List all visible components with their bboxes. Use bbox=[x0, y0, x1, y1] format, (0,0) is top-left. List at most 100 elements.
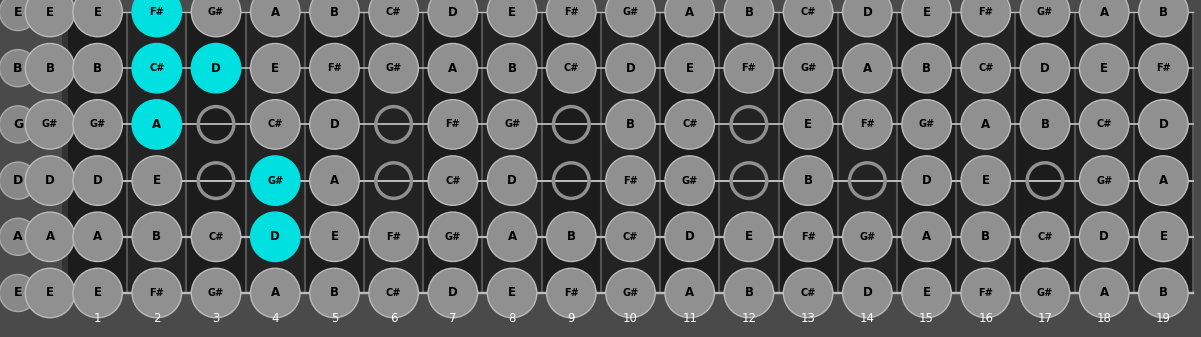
Text: D: D bbox=[13, 174, 23, 187]
Text: 6: 6 bbox=[390, 312, 398, 326]
Circle shape bbox=[73, 0, 123, 37]
Circle shape bbox=[310, 100, 359, 149]
Circle shape bbox=[665, 43, 715, 93]
Text: D: D bbox=[507, 174, 516, 187]
Circle shape bbox=[1139, 212, 1188, 262]
Circle shape bbox=[0, 0, 36, 31]
Circle shape bbox=[1080, 156, 1129, 205]
Text: B: B bbox=[153, 230, 161, 243]
Text: A: A bbox=[448, 62, 458, 75]
Circle shape bbox=[132, 43, 181, 93]
Text: D: D bbox=[1159, 118, 1169, 131]
Text: B: B bbox=[94, 62, 102, 75]
Circle shape bbox=[73, 43, 123, 93]
Text: E: E bbox=[94, 286, 102, 300]
Circle shape bbox=[428, 156, 478, 205]
Text: F#: F# bbox=[860, 119, 874, 129]
Text: D: D bbox=[862, 286, 872, 300]
Text: 10: 10 bbox=[623, 312, 638, 326]
Text: 1: 1 bbox=[94, 312, 101, 326]
Text: 5: 5 bbox=[330, 312, 339, 326]
Circle shape bbox=[1139, 43, 1188, 93]
Circle shape bbox=[191, 268, 240, 318]
Text: E: E bbox=[46, 286, 54, 300]
Circle shape bbox=[605, 268, 656, 318]
Circle shape bbox=[0, 162, 36, 199]
Circle shape bbox=[902, 268, 951, 318]
Circle shape bbox=[1020, 100, 1070, 149]
Text: G#: G# bbox=[386, 63, 401, 73]
Circle shape bbox=[843, 100, 892, 149]
Circle shape bbox=[546, 268, 596, 318]
Circle shape bbox=[961, 43, 1010, 93]
Circle shape bbox=[132, 212, 181, 262]
Text: B: B bbox=[1040, 118, 1050, 131]
Text: C#: C# bbox=[268, 119, 283, 129]
Circle shape bbox=[724, 268, 773, 318]
Circle shape bbox=[428, 43, 478, 93]
Circle shape bbox=[961, 156, 1010, 205]
Circle shape bbox=[1139, 100, 1188, 149]
Circle shape bbox=[724, 212, 773, 262]
Text: 12: 12 bbox=[741, 312, 757, 326]
Circle shape bbox=[488, 212, 537, 262]
Text: B: B bbox=[1159, 286, 1167, 300]
Circle shape bbox=[251, 43, 300, 93]
Text: G#: G# bbox=[800, 63, 817, 73]
Circle shape bbox=[783, 43, 832, 93]
Circle shape bbox=[251, 156, 300, 205]
Bar bbox=[305, 12, 364, 293]
Text: G#: G# bbox=[444, 232, 461, 242]
Text: E: E bbox=[13, 5, 23, 19]
Circle shape bbox=[310, 43, 359, 93]
Circle shape bbox=[665, 0, 715, 37]
Text: E: E bbox=[805, 118, 812, 131]
Text: 14: 14 bbox=[860, 312, 874, 326]
Circle shape bbox=[1080, 268, 1129, 318]
Text: D: D bbox=[92, 174, 102, 187]
Text: G#: G# bbox=[1036, 7, 1053, 17]
Text: C#: C# bbox=[386, 288, 401, 298]
Bar bbox=[542, 12, 600, 293]
Text: C#: C# bbox=[623, 232, 638, 242]
Text: B: B bbox=[330, 5, 339, 19]
Bar bbox=[838, 12, 897, 293]
Text: 18: 18 bbox=[1097, 312, 1112, 326]
Circle shape bbox=[488, 43, 537, 93]
Text: F#: F# bbox=[1157, 63, 1171, 73]
Text: A: A bbox=[330, 174, 339, 187]
Text: D: D bbox=[921, 174, 932, 187]
Circle shape bbox=[724, 0, 773, 37]
Circle shape bbox=[132, 100, 181, 149]
Text: B: B bbox=[981, 230, 991, 243]
Text: C#: C# bbox=[563, 63, 579, 73]
Bar bbox=[423, 12, 483, 293]
Circle shape bbox=[191, 212, 240, 262]
Circle shape bbox=[546, 43, 596, 93]
Circle shape bbox=[605, 100, 656, 149]
Text: C#: C# bbox=[800, 288, 815, 298]
Circle shape bbox=[132, 0, 181, 37]
Text: D: D bbox=[211, 62, 221, 75]
Text: B: B bbox=[922, 62, 931, 75]
Bar bbox=[778, 12, 838, 293]
Text: G#: G# bbox=[42, 119, 58, 129]
Text: A: A bbox=[685, 286, 694, 300]
Circle shape bbox=[132, 156, 181, 205]
Text: F#: F# bbox=[741, 63, 757, 73]
Text: G#: G# bbox=[208, 7, 225, 17]
Circle shape bbox=[783, 0, 832, 37]
Circle shape bbox=[25, 156, 74, 205]
Text: D: D bbox=[448, 5, 458, 19]
Circle shape bbox=[961, 0, 1010, 37]
Text: F#: F# bbox=[979, 7, 993, 17]
Text: A: A bbox=[1100, 286, 1109, 300]
Text: D: D bbox=[1099, 230, 1109, 243]
Text: B: B bbox=[745, 5, 753, 19]
Bar bbox=[186, 12, 246, 293]
Bar bbox=[246, 12, 305, 293]
Circle shape bbox=[1139, 0, 1188, 37]
Text: G#: G# bbox=[1097, 176, 1112, 186]
Text: B: B bbox=[330, 286, 339, 300]
Circle shape bbox=[369, 212, 418, 262]
